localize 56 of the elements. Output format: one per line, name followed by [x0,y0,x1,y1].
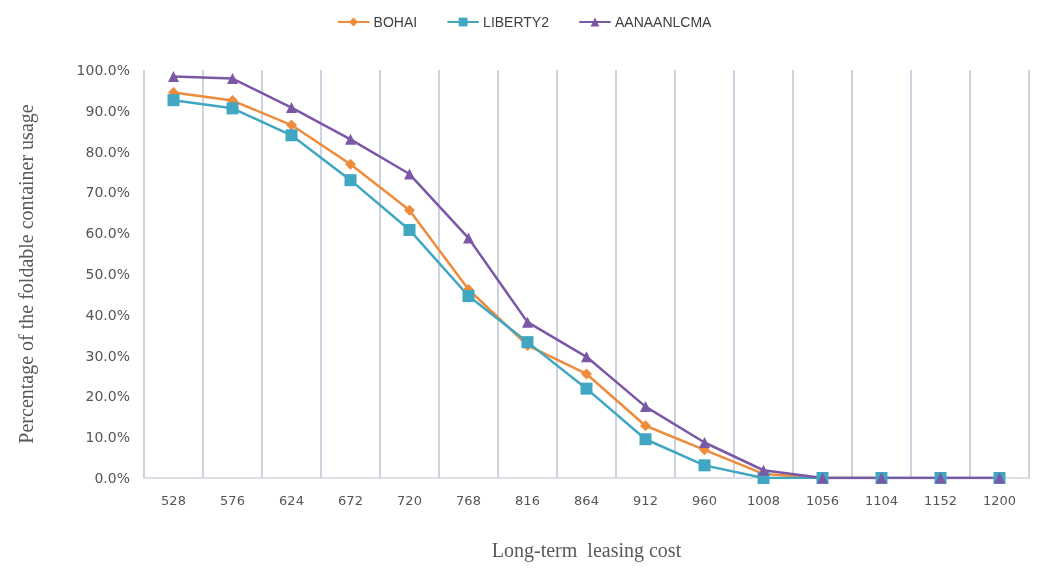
point [168,71,179,83]
y-tick-label: 20.0% [85,388,130,405]
x-tick-label: 624 [279,493,304,508]
legend-label: LIBERTY2 [483,14,550,30]
y-tick-label: 80.0% [85,143,130,160]
y-tick-label: 60.0% [85,225,130,242]
y-tick-label: 100.0% [76,62,130,78]
x-tick-label: 720 [397,493,422,508]
point [404,168,415,180]
point [639,433,652,446]
point [640,420,651,432]
point [286,119,297,131]
point [581,368,592,380]
x-tick-label: 912 [633,493,658,508]
point [345,158,356,170]
x-tick-label: 1008 [746,493,781,508]
x-tick-label: 1104 [864,493,899,508]
point [581,351,592,363]
x-tick-label: 1200 [982,493,1017,508]
point [404,204,415,216]
point [462,290,475,303]
y-tick-label: 0.0% [94,470,130,486]
x-tick-label: 1056 [805,493,840,508]
x-axis-title: Long-term leasing cost [491,539,682,562]
y-tick-label: 40.0% [85,306,130,323]
point [286,102,297,114]
point [640,401,651,413]
x-tick-label: 864 [574,493,599,508]
x-tick-label: 768 [456,493,481,508]
legend-label: BOHAI [373,14,418,30]
x-tick-label: 576 [220,493,245,508]
point [345,133,356,145]
x-tick-label: 816 [515,493,540,508]
point [580,382,593,395]
y-axis-title: Percentage of the foldable container usage [15,104,38,444]
y-tick-label: 10.0% [85,429,130,446]
x-tick-label: 1152 [923,493,958,508]
x-tick-label: 672 [338,493,363,508]
point [699,437,710,448]
x-tick-label: 960 [692,493,717,508]
x-tick-label: 528 [161,493,186,508]
point [522,316,533,328]
point [344,174,357,187]
y-tick-label: 50.0% [85,266,130,282]
point [226,102,239,115]
point [758,464,769,476]
point [463,232,474,244]
point [698,459,711,472]
y-tick-label: 70.0% [85,184,130,201]
point [227,73,238,85]
y-tick-label: 90.0% [85,102,130,119]
point [285,129,298,142]
point [403,223,416,236]
y-tick-label: 30.0% [85,347,130,364]
point [167,94,180,107]
legend-label: AANAANLCMA [614,14,713,30]
